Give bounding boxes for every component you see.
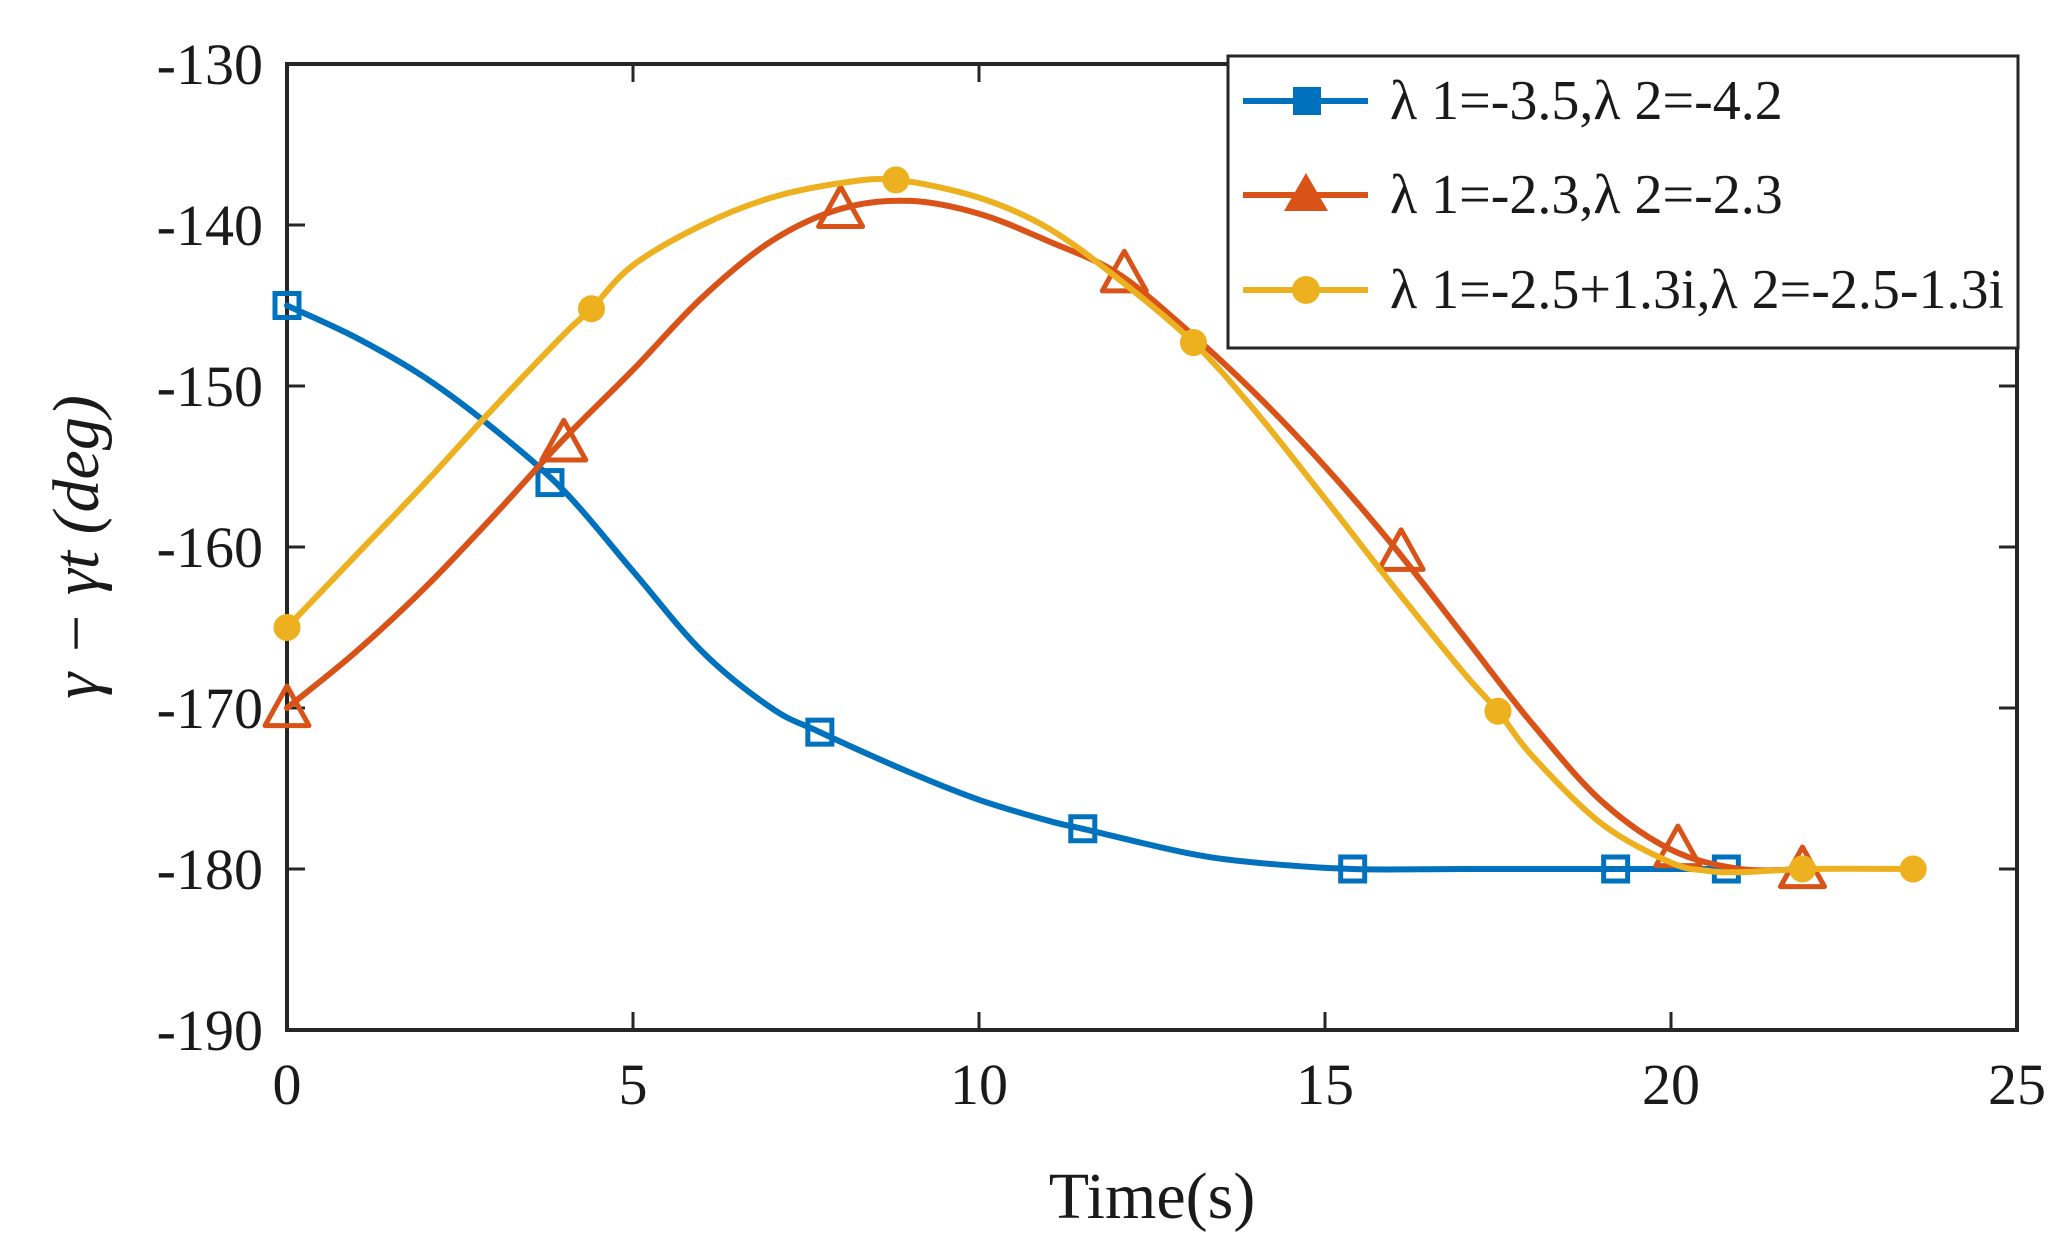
y-tick-label: -190 bbox=[157, 998, 263, 1063]
data-point-marker bbox=[262, 683, 312, 729]
data-point-marker bbox=[816, 184, 866, 229]
data-point-marker bbox=[577, 295, 605, 323]
data-point-marker bbox=[539, 417, 589, 463]
y-tick-label: -160 bbox=[157, 515, 263, 580]
data-point-marker bbox=[882, 166, 910, 194]
legend-marker bbox=[1284, 173, 1328, 211]
x-tick-label: 0 bbox=[273, 1052, 302, 1117]
y-axis-ticks: -130 -140 -150 -160 -170 -180 -190 bbox=[157, 32, 2017, 1063]
data-point-marker bbox=[1484, 697, 1512, 725]
data-point-marker bbox=[535, 468, 565, 498]
y-tick-label: -150 bbox=[157, 354, 263, 419]
data-point-marker bbox=[272, 291, 302, 320]
legend-item-1: λ 1=-3.5,λ 2=-4.2 bbox=[1243, 70, 1783, 132]
data-point-marker bbox=[1899, 855, 1927, 883]
data-point-marker bbox=[1338, 854, 1368, 884]
legend-label: λ 1=-2.5+1.3i,λ 2=-2.5-1.3i bbox=[1390, 259, 2004, 321]
data-point-marker bbox=[1180, 329, 1208, 357]
y-tick-label: -180 bbox=[157, 837, 263, 902]
x-tick-label: 20 bbox=[1642, 1052, 1700, 1117]
series-1 bbox=[272, 291, 1741, 884]
x-tick-label: 10 bbox=[950, 1052, 1008, 1117]
x-tick-label: 15 bbox=[1296, 1052, 1354, 1117]
legend: λ 1=-3.5,λ 2=-4.2 λ 1=-2.3,λ 2=-2.3 λ 1=-2… bbox=[1226, 54, 2020, 350]
x-axis-title: Time(s) bbox=[1049, 1160, 1256, 1233]
series-line bbox=[284, 197, 1806, 874]
series-line bbox=[284, 302, 1730, 873]
data-point-marker bbox=[1068, 814, 1098, 844]
y-tick-label: -170 bbox=[157, 676, 263, 741]
series-line bbox=[284, 175, 1917, 876]
data-point-marker bbox=[1788, 855, 1816, 883]
data-point-marker bbox=[273, 614, 301, 641]
series-layer bbox=[262, 166, 1927, 890]
legend-marker bbox=[1293, 87, 1321, 115]
x-tick-label: 25 bbox=[1988, 1052, 2046, 1117]
y-tick-label: -130 bbox=[157, 32, 263, 97]
data-point-marker bbox=[1376, 527, 1426, 572]
data-point-marker bbox=[805, 717, 835, 747]
legend-item-2: λ 1=-2.3,λ 2=-2.3 bbox=[1243, 164, 1783, 226]
legend-box bbox=[1226, 54, 2020, 350]
x-tick-label: 5 bbox=[619, 1052, 648, 1117]
series-3 bbox=[273, 166, 1927, 883]
legend-label: λ 1=-2.3,λ 2=-2.3 bbox=[1390, 164, 1783, 226]
legend-marker bbox=[1292, 276, 1320, 304]
y-axis-title: γ − γt (deg) bbox=[40, 395, 113, 699]
data-point-marker bbox=[1601, 854, 1631, 884]
y-tick-label: -140 bbox=[157, 193, 263, 258]
legend-label: λ 1=-3.5,λ 2=-4.2 bbox=[1390, 70, 1783, 132]
legend-item-3: λ 1=-2.5+1.3i,λ 2=-2.5-1.3i bbox=[1243, 259, 2004, 321]
